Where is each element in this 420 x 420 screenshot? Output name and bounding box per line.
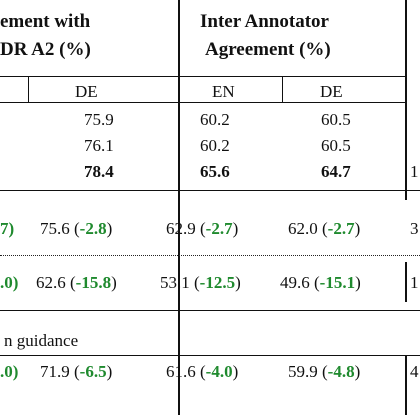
delta-base: 62.0 (288, 219, 318, 238)
delta-cell: 61.6 (-4.0) (166, 362, 239, 381)
delta-cell: 62.9 (-2.7) (166, 219, 239, 238)
column-divider-right-lower (405, 262, 407, 302)
cell-value-best: 64.7 (321, 162, 351, 181)
delta-value-clipped: 7) (0, 219, 15, 238)
delta-change: -4.0 (205, 362, 233, 381)
column-divider-sub (28, 76, 29, 102)
delta-base: 61.6 (166, 362, 196, 381)
delta-change: -15.1 (319, 273, 356, 292)
cell-value: 60.2 (200, 136, 230, 155)
delta-cell: 62.6 (-15.8) (36, 273, 117, 292)
delta-cell: 62.0 (-2.7) (288, 219, 361, 238)
delta-change: -12.5 (199, 273, 236, 292)
delta-change: -2.8 (79, 219, 107, 238)
column-divider-right-bottom (405, 355, 407, 415)
delta-change: -15.8 (75, 273, 112, 292)
delta-change: -4.8 (327, 362, 355, 381)
cell-value: 60.5 (321, 110, 351, 129)
cell-value-clipped: 4 (410, 362, 419, 381)
block-rule (0, 190, 420, 191)
column-divider-group (178, 0, 180, 415)
dotted-rule (0, 255, 420, 256)
delta-base: 62.6 (36, 273, 66, 292)
delta-cell: 71.9 (-6.5) (40, 362, 113, 381)
delta-cell: 49.6 (-15.1) (280, 273, 361, 292)
delta-value-clipped: .0) (0, 362, 19, 381)
group2-header-line1: Inter Annotator (200, 11, 329, 32)
delta-change: -6.5 (79, 362, 107, 381)
delta-base: 71.9 (40, 362, 70, 381)
block-rule (0, 310, 420, 311)
cell-value: 75.9 (84, 110, 114, 129)
delta-value-clipped: .0) (0, 273, 19, 292)
cell-value-clipped: 3 (410, 219, 419, 238)
group1-header-line2: DR A2 (%) (0, 39, 91, 60)
cell-value: 60.5 (321, 136, 351, 155)
header-rule (0, 76, 405, 77)
group1-header-line1: ement with (0, 11, 91, 32)
delta-cell: 75.6 (-2.8) (40, 219, 113, 238)
cell-value-best: 65.6 (200, 162, 230, 181)
delta-cell: 53.1 (-12.5) (160, 273, 241, 292)
subheader-de: DE (320, 82, 343, 101)
delta-cell: 59.9 (-4.8) (288, 362, 361, 381)
delta-base: 53.1 (160, 273, 190, 292)
subheader-rule (0, 102, 405, 103)
group2-header-line2: Agreement (%) (205, 39, 331, 60)
delta-base: 59.9 (288, 362, 318, 381)
section-rule (0, 355, 420, 356)
delta-base: 62.9 (166, 219, 196, 238)
column-divider-sub (282, 76, 283, 102)
cell-value-clipped: 1 (410, 273, 419, 292)
section-label: n guidance (4, 331, 79, 350)
cell-value-clipped: 1 (410, 162, 419, 181)
delta-base: 75.6 (40, 219, 70, 238)
delta-change: -2.7 (205, 219, 233, 238)
column-divider-right (405, 0, 407, 200)
subheader-en: EN (212, 82, 235, 101)
subheader-de: DE (75, 82, 98, 101)
cell-value: 76.1 (84, 136, 114, 155)
delta-change: -2.7 (327, 219, 355, 238)
cell-value-best: 78.4 (84, 162, 114, 181)
delta-base: 49.6 (280, 273, 310, 292)
cell-value: 60.2 (200, 110, 230, 129)
